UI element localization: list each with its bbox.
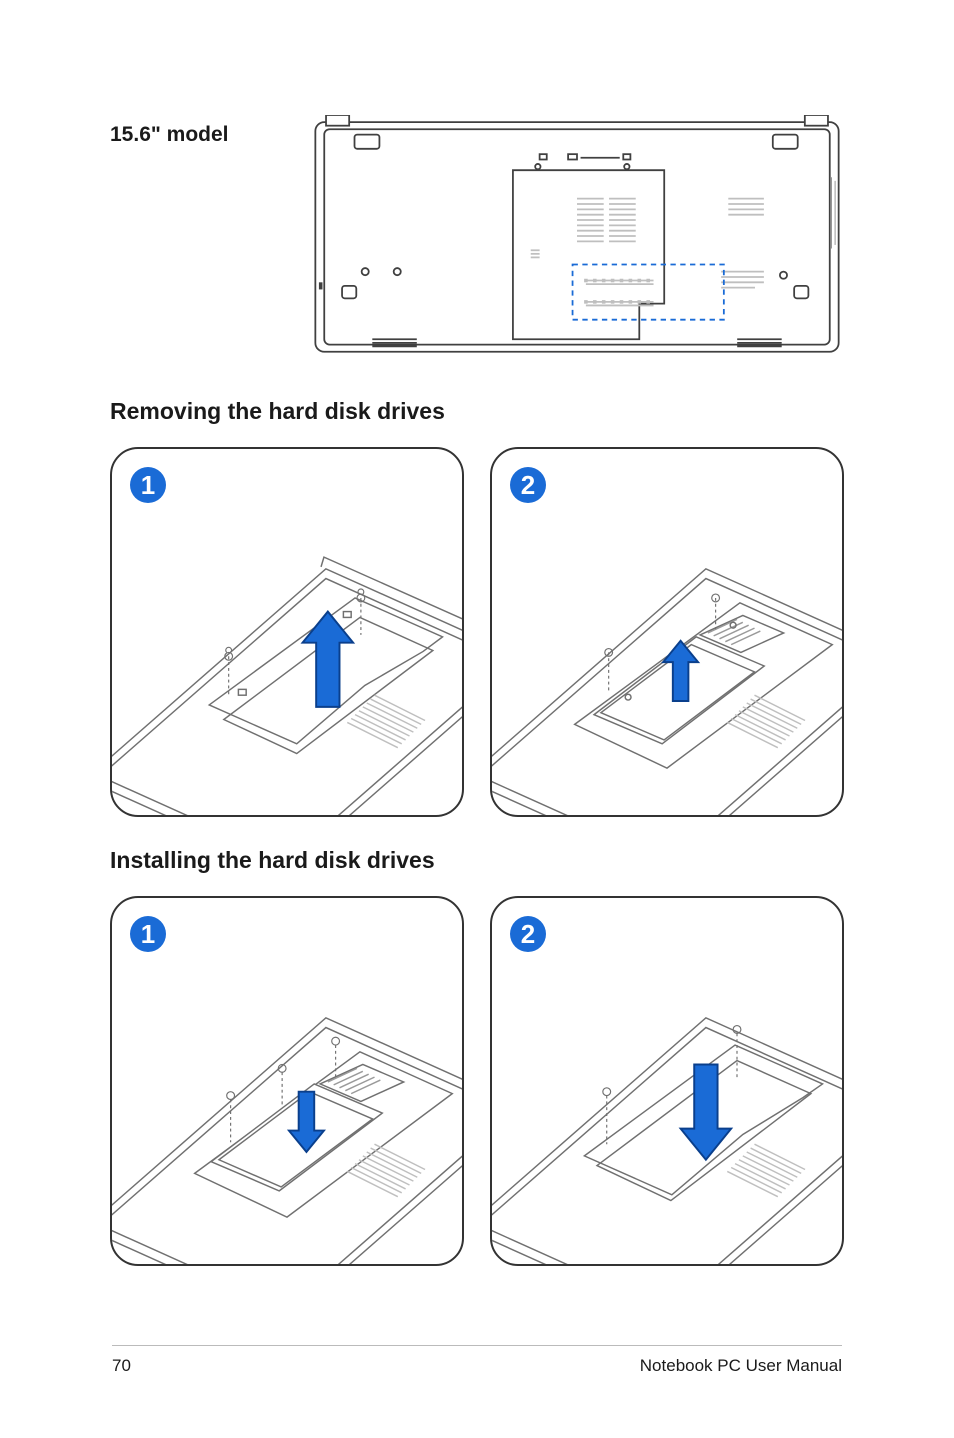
step-badge-2: 2 xyxy=(510,467,546,503)
heading-installing: Installing the hard disk drives xyxy=(110,847,844,874)
heading-removing: Removing the hard disk drives xyxy=(110,398,844,425)
remove-step-2-panel: 2 xyxy=(490,447,844,817)
step-badge-1: 1 xyxy=(130,916,166,952)
remove-step-1-panel: 1 xyxy=(110,447,464,817)
step-badge-1: 1 xyxy=(130,467,166,503)
install-step-2-panel: 2 xyxy=(490,896,844,1266)
laptop-bottom-overview-diagram xyxy=(310,115,844,364)
install-step-1-panel: 1 xyxy=(110,896,464,1266)
page-footer: 70 Notebook PC User Manual xyxy=(112,1345,842,1376)
step-badge-2: 2 xyxy=(510,916,546,952)
model-label: 15.6" model xyxy=(110,115,270,147)
footer-title: Notebook PC User Manual xyxy=(640,1356,842,1376)
page-number: 70 xyxy=(112,1356,131,1376)
